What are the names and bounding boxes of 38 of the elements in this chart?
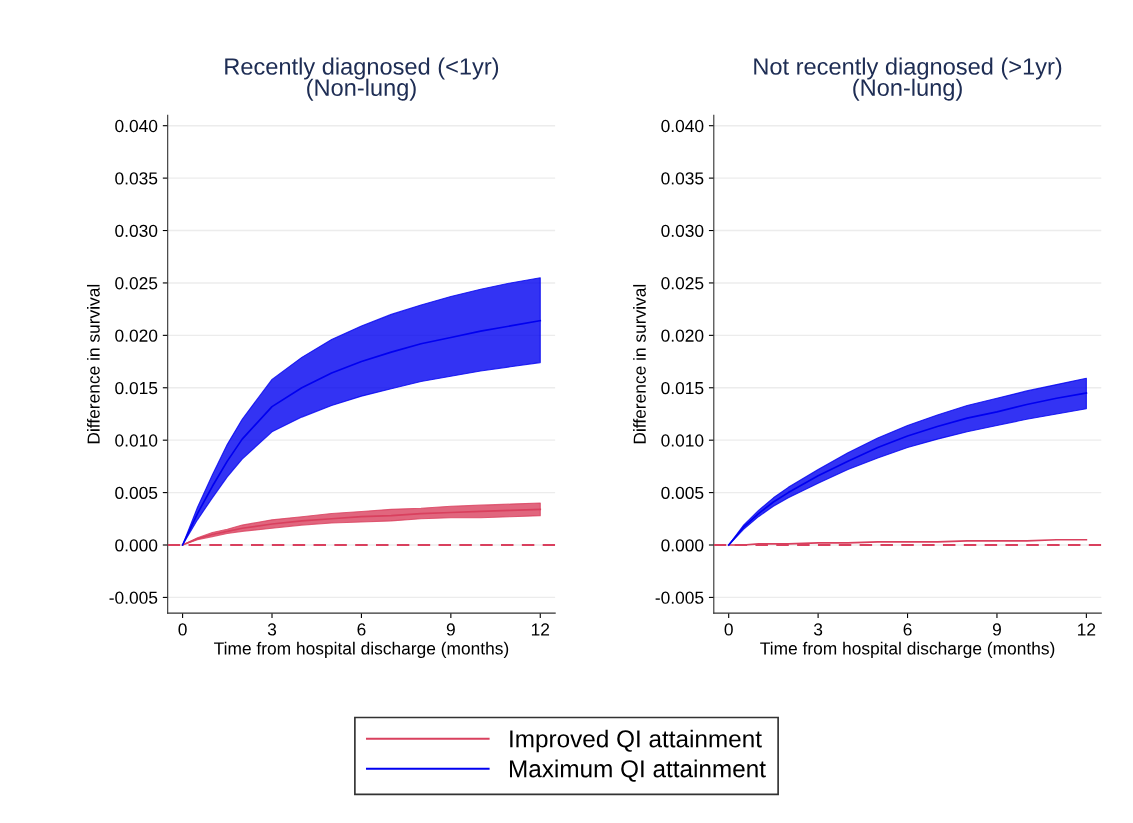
x-tick-label: 12 [531,623,550,636]
x-axis-title: Time from hospital discharge (months) [760,641,1055,658]
y-tick-label: 0.020 [661,329,704,342]
y-tick-label: 0.040 [115,119,158,133]
chart-title: Not recently diagnosed (>1yr) (Non-lung) [754,57,1062,101]
x-tick-label: 6 [903,623,912,636]
x-tick-label: 9 [446,623,455,636]
y-tick-label: 0.030 [115,224,158,237]
y-tick-label: 0.000 [661,539,704,552]
legend-label: Maximum QI attainment [510,759,766,782]
x-tick-label: 0 [724,623,733,636]
x-tick-label: 9 [992,623,1001,636]
y-axis-title: Difference in survival [633,284,646,444]
y-tick-label: 0.015 [115,381,158,395]
y-tick-label: 0.035 [115,172,158,185]
y-axis-title: Difference in survival [87,284,100,444]
y-tick-label: 0.025 [661,277,704,290]
y-tick-label: 0.040 [661,119,704,133]
y-tick-label: -0.005 [109,591,158,604]
legend-label: Improved QI attainment [510,729,762,753]
y-tick-label: 0.010 [661,434,704,447]
x-tick-label: 12 [1078,623,1096,636]
y-tick-label: -0.005 [655,591,704,604]
y-tick-label: 0.005 [115,486,158,500]
y-tick-label: 0.030 [661,224,704,237]
x-tick-label: 6 [357,623,366,636]
y-tick-label: 0.020 [115,329,158,342]
y-tick-label: 0.010 [115,434,158,447]
y-tick-label: 0.035 [661,172,704,185]
x-tick-label: 0 [178,623,187,636]
chart-title: Recently diagnosed (<1yr) (Non-lung) [225,57,499,101]
y-tick-label: 0.025 [115,277,158,290]
x-tick-label: 3 [813,623,823,636]
y-tick-label: 0.005 [661,486,704,500]
x-tick-label: 3 [267,623,277,636]
x-axis-title: Time from hospital discharge (months) [214,641,509,658]
y-tick-label: 0.000 [115,539,158,552]
y-tick-label: 0.015 [661,381,704,395]
